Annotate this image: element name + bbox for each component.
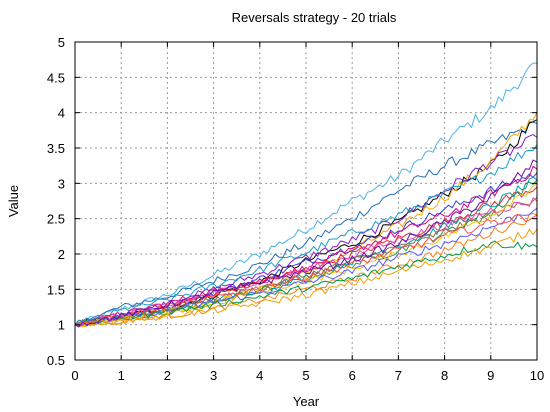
y-tick-label: 3 bbox=[58, 176, 65, 191]
x-tick-label: 4 bbox=[256, 368, 263, 383]
series-line bbox=[74, 121, 538, 326]
x-tick-label: 2 bbox=[164, 368, 171, 383]
series-line bbox=[74, 240, 538, 327]
series-line bbox=[74, 186, 538, 327]
y-tick-label: 2.5 bbox=[47, 212, 65, 227]
y-tick-label: 0.5 bbox=[47, 353, 65, 368]
y-tick-label: 4 bbox=[58, 106, 65, 121]
series-line bbox=[74, 207, 538, 326]
chart-title: Reversals strategy - 20 trials bbox=[232, 10, 397, 25]
y-tick-label: 2 bbox=[58, 247, 65, 262]
series-layer bbox=[74, 62, 538, 328]
x-tick-label: 6 bbox=[349, 368, 356, 383]
x-tick-label: 8 bbox=[441, 368, 448, 383]
y-axis-label: Value bbox=[6, 185, 21, 217]
series-line bbox=[75, 228, 538, 327]
x-tick-label: 7 bbox=[395, 368, 402, 383]
x-tick-label: 0 bbox=[71, 368, 78, 383]
series-line bbox=[74, 144, 538, 328]
series-line bbox=[74, 165, 538, 326]
x-tick-label: 3 bbox=[210, 368, 217, 383]
series-line bbox=[74, 213, 538, 328]
y-tick-label: 3.5 bbox=[47, 141, 65, 156]
series-line bbox=[74, 197, 538, 327]
y-tick-label: 1 bbox=[58, 318, 65, 333]
x-tick-label: 5 bbox=[302, 368, 309, 383]
series-line bbox=[74, 62, 538, 326]
x-tick-label: 1 bbox=[118, 368, 125, 383]
y-tick-label: 1.5 bbox=[47, 282, 65, 297]
x-axis-label: Year bbox=[293, 394, 320, 409]
series-line bbox=[74, 197, 538, 326]
y-tick-label: 5 bbox=[58, 35, 65, 50]
x-tick-labels: 0 1 2 3 4 5 6 7 8 9 10 bbox=[71, 368, 544, 383]
tick-marks bbox=[74, 41, 538, 361]
x-tick-label: 10 bbox=[530, 368, 544, 383]
series-line bbox=[74, 212, 538, 327]
series-line bbox=[74, 159, 538, 328]
y-tick-labels: 0.5 1 1.5 2 2.5 3 3.5 4 4.5 5 bbox=[47, 35, 65, 368]
x-tick-label: 9 bbox=[487, 368, 494, 383]
y-tick-label: 4.5 bbox=[47, 70, 65, 85]
